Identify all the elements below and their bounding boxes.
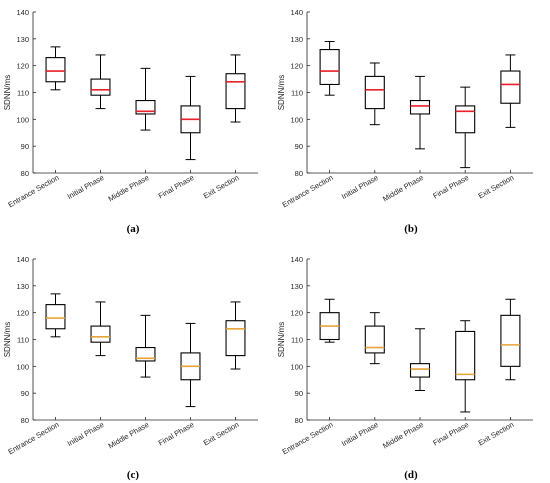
y-tick-label: 100	[16, 362, 29, 371]
iqr-box	[135, 100, 156, 115]
y-axis-label: SDNN/ms	[3, 322, 12, 358]
panel-label: (b)	[404, 223, 418, 235]
y-tick-label: 140	[290, 255, 303, 264]
iqr-box	[319, 49, 340, 86]
y-tick-label: 90	[21, 389, 29, 398]
y-tick-label: 130	[16, 35, 29, 44]
y-tick-label: 100	[290, 115, 303, 124]
y-tick-label: 130	[290, 35, 303, 44]
y-tick-label: 140	[16, 255, 29, 264]
y-tick-label: 120	[290, 62, 303, 71]
panel-label: (d)	[404, 469, 418, 481]
y-tick-label: 100	[290, 362, 303, 371]
iqr-box	[409, 363, 431, 378]
y-tick-label: 110	[17, 336, 29, 345]
panel-label: (a)	[127, 223, 140, 235]
y-tick-label: 110	[17, 89, 29, 98]
y-tick-label: 140	[290, 8, 303, 17]
iqr-box	[500, 70, 521, 104]
iqr-box	[500, 314, 521, 367]
iqr-box	[364, 75, 385, 110]
iqr-box	[135, 346, 156, 362]
y-tick-label: 140	[16, 8, 29, 17]
y-tick-label: 120	[290, 309, 303, 318]
y-tick-label: 130	[16, 282, 29, 291]
y-tick-label: 120	[16, 309, 29, 318]
y-tick-label: 80	[21, 416, 29, 425]
y-tick-label: 90	[295, 389, 303, 398]
panel-label: (c)	[127, 469, 140, 481]
y-tick-label: 80	[295, 416, 303, 425]
y-tick-label: 120	[16, 62, 29, 71]
y-axis-label: SDNN/ms	[277, 322, 286, 358]
y-axis-label: SDNN/ms	[3, 75, 12, 111]
iqr-box	[90, 325, 111, 343]
y-tick-label: 100	[16, 115, 29, 124]
y-tick-label: 80	[21, 169, 29, 178]
y-tick-label: 80	[295, 169, 303, 178]
y-axis-label: SDNN/ms	[277, 75, 286, 111]
y-tick-label: 90	[21, 142, 29, 151]
y-tick-label: 130	[290, 282, 303, 291]
y-tick-label: 90	[295, 142, 303, 151]
iqr-box	[409, 100, 431, 115]
iqr-box	[455, 330, 476, 381]
y-tick-label: 110	[291, 89, 303, 98]
iqr-box	[225, 73, 246, 110]
iqr-box	[364, 325, 385, 354]
iqr-box	[455, 105, 476, 134]
y-tick-label: 110	[291, 336, 303, 345]
iqr-box	[45, 304, 66, 330]
iqr-box	[90, 78, 111, 96]
iqr-box	[225, 320, 246, 357]
iqr-box	[45, 57, 66, 83]
